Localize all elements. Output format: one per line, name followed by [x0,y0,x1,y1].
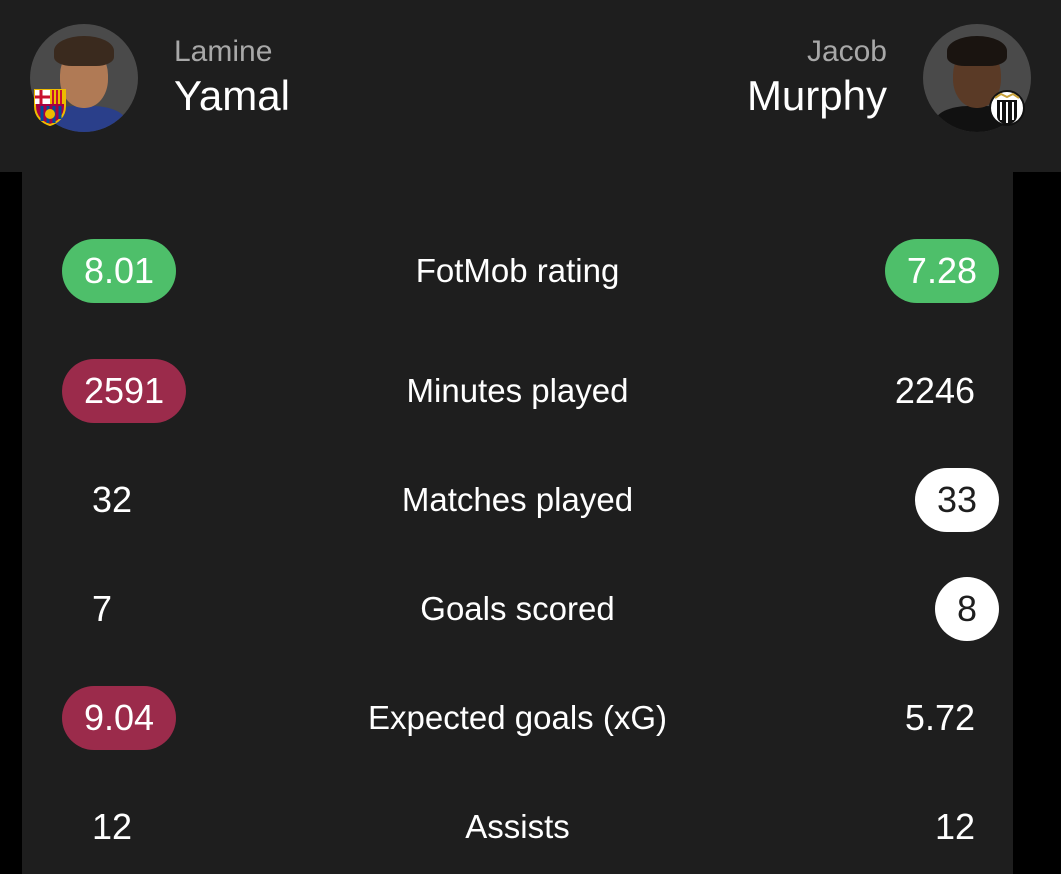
player-left[interactable]: Lamine Yamal [30,24,290,132]
comparison-header: Lamine Yamal Jacob Murphy [0,0,1061,172]
stat-value-left: 12 [92,806,133,847]
stat-value-right: 12 [934,806,975,847]
stat-row-xg: 9.04 Expected goals (xG) 5.72 [22,683,1013,753]
player-last-name-right: Murphy [746,72,887,119]
stat-label: Goals scored [420,590,615,627]
stat-label: Matches played [401,481,634,518]
stat-value-left: 2591 [62,359,187,423]
stat-row-minutes: 2591 Minutes played 2246 [22,356,1013,426]
stat-value-left: 8.01 [62,239,177,303]
stat-value-right: 33 [914,468,999,532]
newcastle-crest-icon [989,90,1025,126]
stat-row-assists: 12 Assists 12 [22,792,1013,862]
stat-row-matches: 32 Matches played 33 [22,465,1013,535]
stat-label: FotMob rating [415,252,620,289]
stat-label: Minutes played [406,372,629,409]
stat-value-right: 7.28 [884,239,999,303]
stat-value-left: 7 [92,588,113,629]
stat-value-right: 2246 [894,370,975,411]
stat-row-rating: 8.01 FotMob rating 7.28 [22,236,1013,306]
stat-value-left: 9.04 [62,686,177,750]
player-right[interactable]: Jacob Murphy [747,24,1031,132]
stat-label: Expected goals (xG) [368,699,667,736]
stats-panel: 8.01 FotMob rating 7.28 2591 Minutes pla… [22,172,1013,874]
barcelona-crest-icon [34,89,66,126]
player-avatar-right[interactable] [923,24,1031,132]
stat-value-right: 5.72 [904,697,975,738]
player-avatar-left[interactable] [30,24,138,132]
player-first-name-left: Lamine [174,35,273,68]
player-first-name-right: Jacob [806,35,887,68]
stat-label: Assists [465,808,570,845]
stat-row-goals: 7 Goals scored 8 [22,574,1013,644]
player-last-name-left: Yamal [174,72,290,119]
stat-value-right: 8 [934,577,999,641]
player-photo-yamal [30,24,138,132]
stat-value-left: 32 [92,479,133,520]
